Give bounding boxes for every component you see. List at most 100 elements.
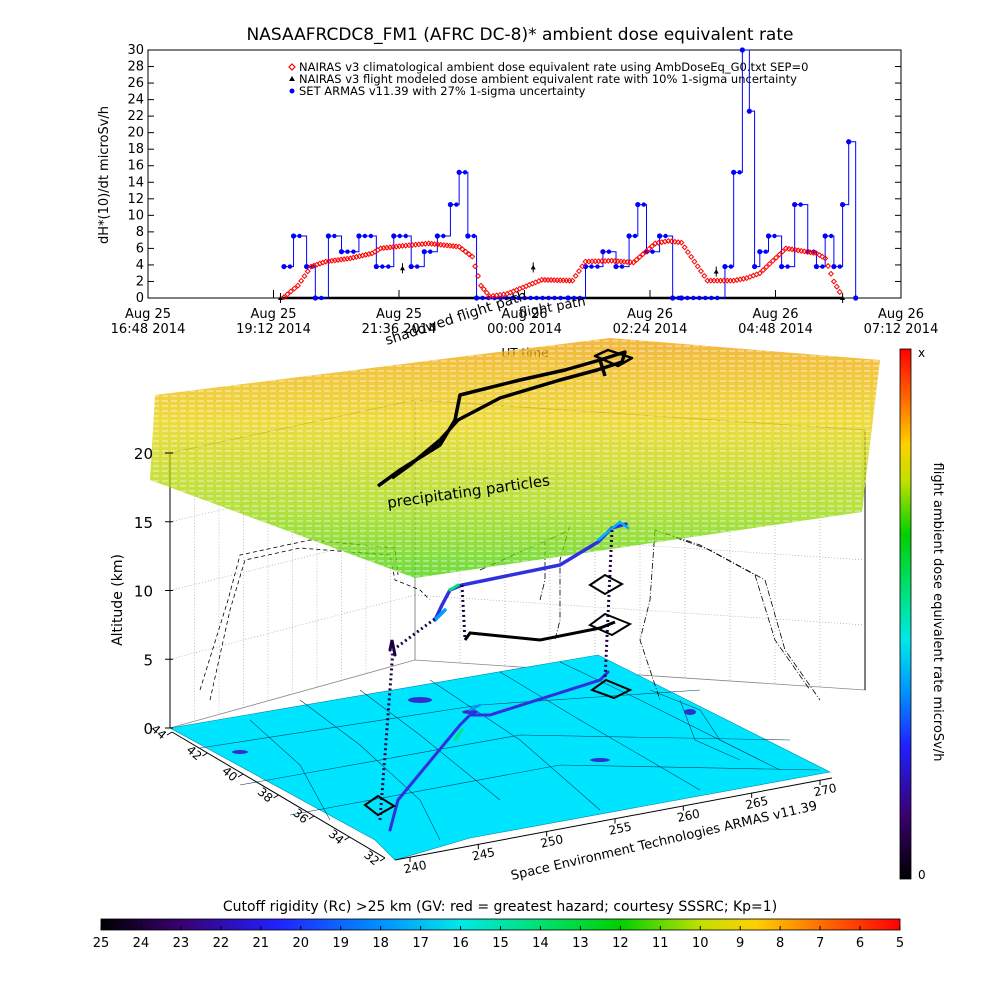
nairas-point	[760, 267, 767, 274]
top-series-layer	[277, 47, 859, 303]
armas-point	[656, 233, 663, 239]
nairas-point	[822, 255, 829, 262]
longitude-axis-line	[394, 777, 833, 861]
rigidity-colorbar-ticks: 25 24 23 22 21 20 19 18 17 16 15 14 13 12 11 10 9 8 7 6 5	[93, 926, 904, 951]
armas-point	[731, 169, 737, 175]
nairas-point	[697, 268, 704, 275]
armas-point	[739, 47, 745, 53]
top-y-tick-label: 0	[136, 291, 144, 306]
armas-point	[822, 233, 828, 239]
latitude-tick	[273, 794, 279, 799]
rigidity-tick-label: 10	[692, 936, 709, 951]
dose-colorbar-label: flight ambient dose equivalent rate micr…	[930, 463, 945, 762]
armas-series-line	[283, 49, 857, 299]
armas-point	[312, 295, 318, 301]
armas-point-dense	[351, 249, 356, 254]
armas-point	[565, 295, 571, 301]
armas-point	[338, 249, 345, 255]
latitude-tick	[344, 836, 350, 841]
rigidity-tick-label: 18	[372, 936, 389, 951]
armas-point-dense	[510, 295, 515, 301]
armas-point-dense	[772, 233, 777, 239]
armas-point	[792, 201, 798, 208]
rigidity-tick-label: 22	[213, 936, 230, 951]
rigidity-tick-label: 16	[452, 936, 469, 951]
armas-point	[831, 263, 837, 270]
armas-point-dense	[828, 233, 834, 239]
z-tick-label: 20	[134, 445, 153, 463]
top-y-tick-label: 12	[127, 192, 144, 207]
nairas-point	[642, 248, 649, 255]
ground-map	[169, 654, 831, 861]
armas-point-dense	[528, 295, 533, 301]
nairas-point	[649, 243, 656, 250]
top-x-tick-label-date: Aug 25	[376, 307, 422, 322]
nairas-point	[469, 253, 476, 260]
armas-point-dense	[462, 170, 468, 175]
nairas-point	[475, 272, 482, 279]
armas-point	[434, 233, 440, 239]
armas-point-dense	[471, 233, 477, 239]
nairas-point	[304, 268, 311, 275]
top-x-tick-label-time: 16:48 2014	[111, 322, 186, 337]
rigidity-tick-label: 5	[896, 936, 904, 951]
nairas-point	[825, 263, 832, 270]
armas-point	[325, 233, 332, 239]
z-tick-label: 15	[134, 514, 153, 532]
nairas-point	[830, 278, 837, 285]
armas-point-dense	[332, 233, 337, 239]
armas-point	[779, 263, 785, 270]
flight-path-loop-markers	[363, 573, 633, 817]
nairas-point	[776, 251, 783, 258]
top-x-tick-label-time: 02:24 2014	[613, 322, 688, 337]
rigidity-tick-label: 7	[816, 936, 824, 951]
armas-point-dense	[552, 295, 557, 301]
top-x-tick-label-time: 07:12 2014	[864, 322, 939, 337]
nairas-point	[579, 263, 586, 270]
longitude-tick-label: 245	[471, 845, 496, 863]
armas-point	[473, 295, 480, 301]
nairas-point	[284, 291, 291, 298]
armas-point-dense	[522, 295, 527, 301]
rigidity-tick-label: 14	[532, 936, 549, 951]
armas-point-dense	[480, 295, 485, 301]
nairas-point	[456, 243, 463, 250]
armas-point-dense	[641, 202, 646, 207]
armas-point-dense	[454, 202, 459, 207]
rigidity-tick-label: 13	[572, 936, 589, 951]
nairas-point	[633, 256, 640, 263]
latitude-tick-label: 42	[184, 743, 205, 764]
nairas-point	[630, 259, 637, 266]
nairas-point	[763, 263, 770, 271]
rigidity-tick-label: 19	[332, 936, 349, 951]
armas-point-dense	[380, 264, 385, 269]
rigidity-colorbar-title: Cutoff rigidity (Rc) >25 km (GV: red = g…	[223, 899, 777, 915]
armas-point-dense	[632, 233, 638, 239]
armas-point-dense	[703, 295, 708, 301]
rigidity-tick-label: 11	[652, 936, 669, 951]
armas-point-dense	[837, 264, 843, 269]
nairas-point	[694, 263, 701, 270]
armas-point-dense	[820, 264, 825, 269]
top-x-tick-label-date: Aug 25	[250, 307, 296, 322]
armas-point	[391, 233, 397, 239]
top-x-tick-label-date: Aug 26	[878, 307, 924, 322]
longitude-tick-label: 255	[608, 819, 633, 837]
armas-point-dense	[415, 264, 420, 269]
armas-point	[751, 263, 758, 270]
legend-label: NAIRAS v3 flight modeled dose ambient eq…	[299, 72, 797, 86]
armas-point	[447, 201, 454, 208]
armas-point-dense	[715, 295, 720, 301]
armas-point	[304, 263, 310, 270]
model-point	[399, 265, 405, 271]
dose-colorbar-top: x	[918, 346, 925, 360]
rigidity-tick-label: 23	[173, 936, 190, 951]
armas-point-dense	[362, 233, 368, 239]
armas-point-dense	[763, 249, 769, 254]
armas-point	[670, 295, 676, 301]
rigidity-tick-label: 12	[612, 936, 629, 951]
armas-point	[853, 295, 859, 301]
nairas-point	[575, 268, 582, 275]
top-x-tick-label-time: 04:48 2014	[738, 322, 813, 337]
armas-point	[765, 233, 772, 239]
